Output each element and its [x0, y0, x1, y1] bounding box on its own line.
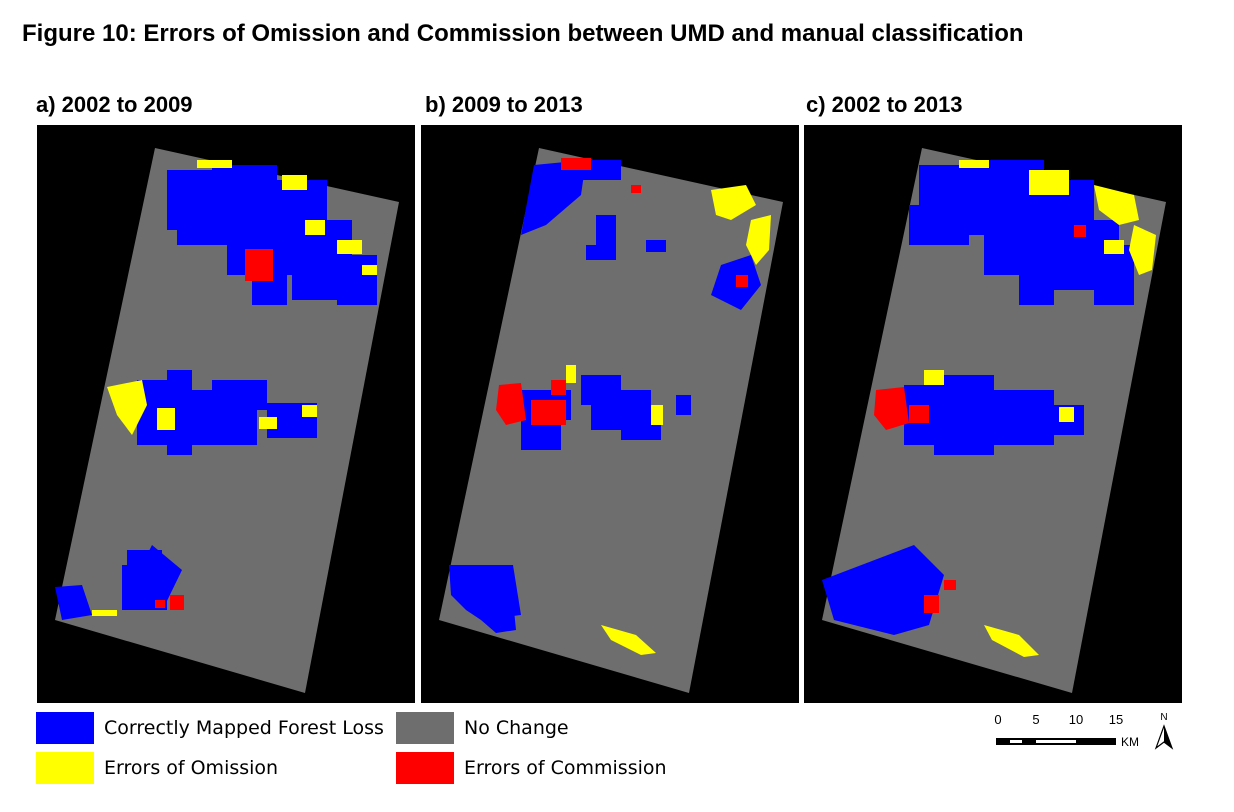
scale-bar-segments [996, 738, 1116, 745]
legend-item-commission: Errors of Commission [396, 752, 667, 784]
north-label: N [1160, 712, 1167, 723]
omission-patches [92, 160, 377, 616]
legend-swatch-forest-loss [36, 712, 94, 744]
legend-swatch-omission [36, 752, 94, 784]
scale-tick-15: 15 [1109, 712, 1123, 727]
legend-label-forest-loss: Correctly Mapped Forest Loss [104, 717, 384, 739]
commission-patches [155, 249, 273, 610]
legend-swatch-no-change [396, 712, 454, 744]
map-panel-a [37, 125, 415, 703]
legend-label-commission: Errors of Commission [464, 757, 667, 779]
map-panel-c [804, 125, 1182, 703]
scale-tick-5: 5 [1032, 712, 1039, 727]
panel-a-label: a) 2002 to 2009 [36, 92, 193, 117]
commission-patches [496, 158, 748, 425]
legend-item-forest-loss: Correctly Mapped Forest Loss [36, 712, 384, 744]
forest-loss-patches [55, 165, 377, 620]
legend-label-no-change: No Change [464, 717, 569, 739]
legend-label-omission: Errors of Omission [104, 757, 279, 779]
north-arrow-icon [1154, 724, 1174, 750]
scale-tick-10: 10 [1069, 712, 1083, 727]
omission-patches [566, 185, 771, 655]
commission-patches [874, 225, 1086, 613]
map-panel-b [421, 125, 799, 703]
panel-b-label: b) 2009 to 2013 [425, 92, 583, 117]
omission-patches [924, 160, 1156, 657]
scale-bar: 0 5 10 15 KM N [990, 710, 1190, 754]
legend-swatch-commission [396, 752, 454, 784]
panel-c-label: c) 2002 to 2013 [806, 92, 963, 117]
legend-item-no-change: No Change [396, 712, 569, 744]
figure-title: Figure 10: Errors of Omission and Commis… [22, 20, 1024, 47]
scale-unit: KM [1121, 735, 1139, 749]
legend-item-omission: Errors of Omission [36, 752, 278, 784]
scale-tick-0: 0 [994, 712, 1001, 727]
